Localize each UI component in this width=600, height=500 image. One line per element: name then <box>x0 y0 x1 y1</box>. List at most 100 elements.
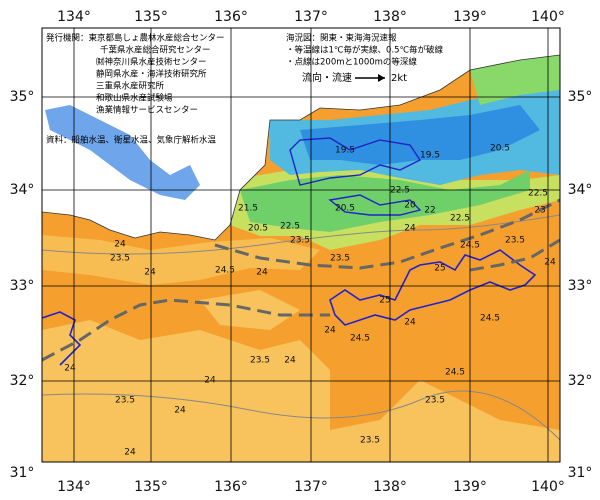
current-arrowhead <box>378 74 385 82</box>
contour-label: 24.5 <box>445 368 465 378</box>
longitude-label: 137° <box>294 9 328 25</box>
longitude-label: 138° <box>373 479 407 495</box>
contour-label: 24.5 <box>350 334 370 344</box>
contour-label: 24 <box>256 268 268 278</box>
contour-label: 24 <box>174 406 186 416</box>
contour-label: 20 <box>404 201 416 211</box>
longitude-label: 137° <box>294 479 328 495</box>
longitude-label: 134° <box>57 9 91 25</box>
contour-label: 22.5 <box>528 189 548 199</box>
longitude-label: 139° <box>453 479 487 495</box>
contour-label: 25 <box>434 264 445 274</box>
current-label: 流向・流速 <box>302 71 352 84</box>
contour-label: 22 <box>424 206 435 216</box>
contour-23-5 <box>42 390 560 441</box>
contour-label: 20.5 <box>490 144 510 154</box>
issuer-lines: 千葉県水産総合研究センター㈶神奈川県水産技術センター静岡県水産・海洋技術研究所三… <box>96 45 211 116</box>
contour-label: 23.5 <box>115 396 135 406</box>
contour-label: 23.5 <box>250 356 270 366</box>
contour-label: 24.5 <box>215 266 235 276</box>
latitude-label: 33° <box>10 278 35 294</box>
latitude-label: 31° <box>10 465 35 481</box>
contour-label: 24 <box>544 258 556 268</box>
latitude-label: 33° <box>568 278 593 294</box>
contour-label: 20.5 <box>335 204 355 214</box>
latitude-label: 34° <box>10 182 35 198</box>
kuroshio-axis <box>42 298 330 362</box>
map-area: 19.5 20.5 21.5 20.5 22.5 23.5 22.5 20 22 19.5 20.5… <box>42 28 560 462</box>
contour-label: 24 <box>404 224 416 234</box>
contour-label: 24 <box>114 240 126 250</box>
contour-label: 25 <box>379 296 390 306</box>
zone-23-5 <box>42 320 560 462</box>
contour-label: 24.5 <box>480 314 500 324</box>
contour-label: 19.5 <box>335 146 355 156</box>
contour-label: 22.5 <box>390 186 410 196</box>
contour-label: 23.5 <box>425 396 445 406</box>
contour-label: 20.5 <box>248 224 268 234</box>
contour-24 <box>42 214 560 255</box>
latitude-label: 31° <box>568 465 593 481</box>
inner-sea <box>45 105 200 200</box>
legend-title: 海況図：関東・東海海況速報 <box>286 33 397 44</box>
contour-label: 24.5 <box>460 241 480 251</box>
issuer-line: 和歌山県水産試験場 <box>96 93 173 104</box>
source: 資料：船舶水温、衛星水温、気象庁解析水温 <box>46 135 217 146</box>
longitude-label: 140° <box>531 9 565 25</box>
legend-block: 海況図：関東・東海海況速報 ・等温線は1℃毎が実線、0.5℃毎が破線 ・点線は2… <box>286 33 444 85</box>
contour-label: 24 <box>284 356 296 366</box>
grid <box>42 28 560 462</box>
latitude-label: 32° <box>568 373 593 389</box>
contour-label: 22.5 <box>280 222 300 232</box>
map-frame <box>41 27 561 463</box>
longitude-label: 134° <box>57 479 91 495</box>
kuroshio-axis <box>214 198 560 270</box>
contour-label: 23.5 <box>360 436 380 446</box>
contour-label: 24 <box>204 376 216 386</box>
latitude-label: 34° <box>568 182 593 198</box>
contour-label: 23.5 <box>290 236 310 246</box>
longitude-label: 136° <box>214 479 248 495</box>
longitude-label: 138° <box>373 9 407 25</box>
issuer-line: 漁業情報サービスセンター <box>96 105 198 116</box>
issuer-heading: 発行機関：東京都島しょ農林水産総合センター <box>46 33 225 44</box>
contour-label: 24 <box>144 268 156 278</box>
coastline <box>42 28 560 241</box>
issuer-block: 発行機関：東京都島しょ農林水産総合センター 千葉県水産総合研究センター㈶神奈川県… <box>46 33 225 146</box>
contour-label: 23.5 <box>110 254 130 264</box>
legend-note: ・点線は200mと1000mの等深線 <box>286 57 417 68</box>
current-speed: 2kt <box>391 73 407 84</box>
latitude-label: 35° <box>10 89 35 105</box>
contour-label: 22.5 <box>450 214 470 224</box>
contour-label: 21.5 <box>238 204 258 214</box>
issuer-line: 三重県水産研究所 <box>96 81 165 92</box>
kuroshio-axis <box>469 238 560 272</box>
axis-labels: 134° 134° 135° 135° 136° 136° 137° 137° 138° 138°… <box>10 9 593 495</box>
contour-labels: 19.5 20.5 21.5 20.5 22.5 23.5 22.5 20 22 19.5 20.5… <box>64 144 556 458</box>
longitude-label: 140° <box>531 479 565 495</box>
contour-label: 23.5 <box>505 236 525 246</box>
contour-21 <box>328 194 422 216</box>
longitude-label: 135° <box>134 9 168 25</box>
contour-25 <box>329 249 537 326</box>
longitude-label: 135° <box>134 479 168 495</box>
contour-20 <box>289 137 422 186</box>
contour-label: 23 <box>534 206 545 216</box>
contour-label: 23.5 <box>330 254 350 264</box>
contour-label: 19.5 <box>420 151 440 161</box>
contour-label: 24 <box>324 326 336 336</box>
latitude-label: 32° <box>10 373 35 389</box>
longitude-label: 136° <box>214 9 248 25</box>
longitude-label: 139° <box>453 9 487 25</box>
zone-north <box>470 55 560 105</box>
contour-label: 24 <box>124 448 136 458</box>
contour-label: 24 <box>64 364 76 374</box>
issuer-line: ㈶神奈川県水産技術センター <box>96 57 207 68</box>
zone-19 <box>300 105 540 165</box>
issuer-line: 静岡県水産・海洋技術研究所 <box>96 69 207 80</box>
contour-25 <box>42 311 82 366</box>
latitude-label: 35° <box>568 89 593 105</box>
zone-24 <box>42 235 320 285</box>
legend-note: ・等温線は1℃毎が実線、0.5℃毎が破線 <box>286 45 444 56</box>
